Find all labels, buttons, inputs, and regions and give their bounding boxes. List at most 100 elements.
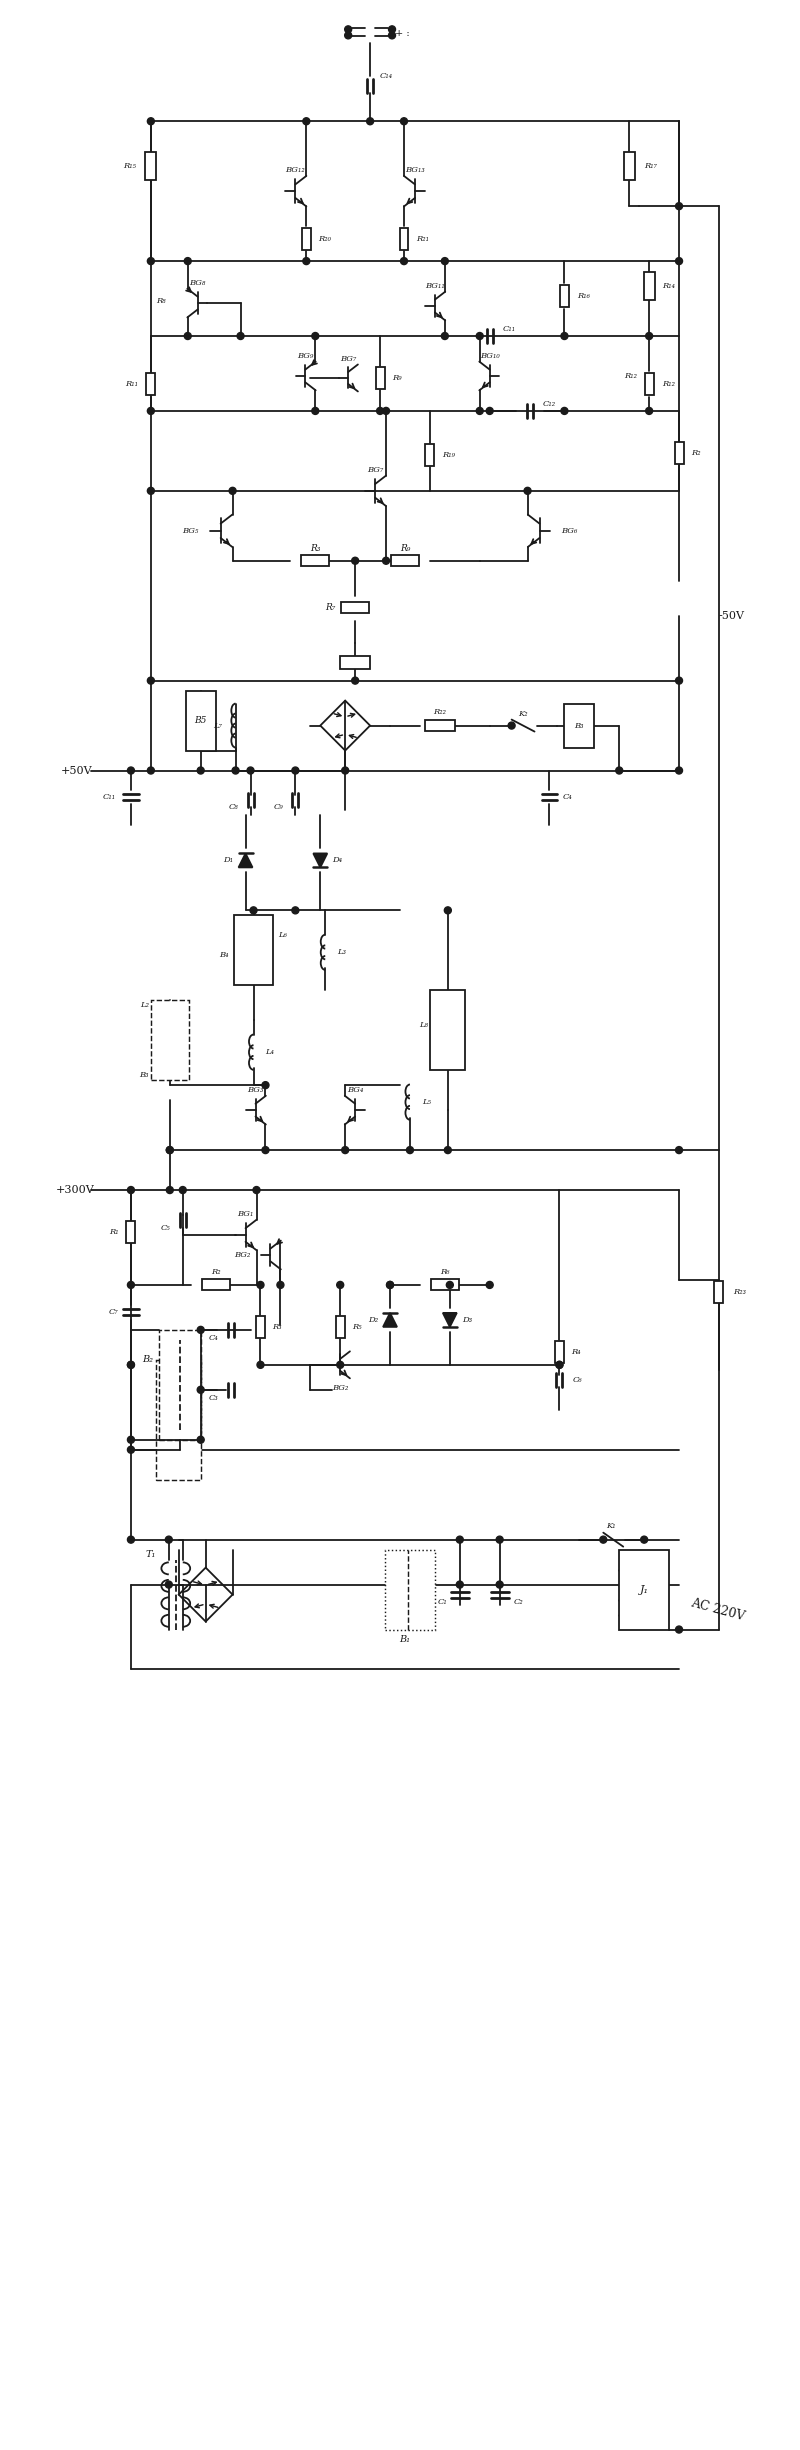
Text: BG₃: BG₃: [247, 1085, 264, 1095]
Text: D₂: D₂: [368, 1316, 378, 1323]
Circle shape: [401, 257, 407, 265]
Text: R₇: R₇: [325, 603, 335, 612]
Text: BG₈: BG₈: [190, 279, 206, 287]
Text: B₁: B₁: [399, 1634, 410, 1644]
Circle shape: [250, 906, 257, 914]
Text: R₅: R₅: [352, 1323, 362, 1330]
Circle shape: [675, 1627, 682, 1634]
Text: R₃: R₃: [310, 544, 321, 554]
Circle shape: [147, 488, 154, 495]
Text: D₁: D₁: [223, 858, 234, 865]
Text: R₁: R₁: [110, 1227, 119, 1235]
Text: BG₂: BG₂: [234, 1252, 250, 1259]
Circle shape: [198, 1436, 204, 1443]
Circle shape: [561, 407, 568, 414]
Text: C₉: C₉: [274, 804, 283, 811]
Circle shape: [247, 767, 254, 774]
Circle shape: [127, 1446, 134, 1453]
Bar: [624, 152, 634, 181]
Text: C₁₁: C₁₁: [502, 326, 516, 333]
Text: R₉: R₉: [392, 375, 402, 382]
Text: C₁: C₁: [438, 1597, 448, 1605]
Text: L₃: L₃: [338, 948, 346, 956]
Circle shape: [166, 1580, 172, 1588]
Circle shape: [342, 767, 349, 774]
Circle shape: [456, 1536, 463, 1544]
Circle shape: [646, 407, 653, 414]
Circle shape: [382, 407, 390, 414]
Text: B5: B5: [194, 715, 207, 725]
Text: R₁₄: R₁₄: [662, 282, 675, 289]
Circle shape: [345, 27, 352, 32]
Text: C₁₁: C₁₁: [103, 794, 116, 801]
Circle shape: [312, 333, 318, 341]
Circle shape: [442, 333, 448, 341]
Circle shape: [312, 407, 318, 414]
Circle shape: [127, 1362, 134, 1370]
Circle shape: [229, 488, 236, 495]
Circle shape: [366, 118, 374, 125]
Bar: [644, 272, 654, 299]
Circle shape: [337, 1281, 344, 1289]
Text: B₂: B₂: [142, 1355, 153, 1365]
Text: T₁: T₁: [146, 1551, 156, 1558]
Bar: [619, 1551, 669, 1629]
Circle shape: [277, 1281, 284, 1289]
Text: C₁₄: C₁₄: [380, 74, 393, 81]
Text: BG₄: BG₄: [347, 1085, 363, 1095]
Circle shape: [198, 767, 204, 774]
Circle shape: [386, 1281, 394, 1289]
Circle shape: [342, 1147, 349, 1154]
Text: L₇: L₇: [214, 723, 222, 730]
Bar: [146, 152, 156, 181]
Text: BG₆: BG₆: [562, 527, 578, 534]
Circle shape: [675, 203, 682, 211]
Text: R₉: R₉: [400, 544, 410, 554]
Polygon shape: [383, 1313, 397, 1328]
Text: B₄: B₄: [219, 951, 229, 960]
Circle shape: [257, 1281, 264, 1289]
Text: L₈: L₈: [419, 1022, 428, 1029]
Circle shape: [184, 257, 191, 265]
Text: BG₅: BG₅: [182, 527, 198, 534]
Text: BG₁₂: BG₁₂: [286, 167, 306, 174]
Circle shape: [166, 1147, 174, 1154]
Text: L₂: L₂: [140, 1002, 149, 1009]
Circle shape: [444, 1147, 451, 1154]
Text: BG₁₃: BG₁₃: [405, 167, 425, 174]
Circle shape: [257, 1362, 264, 1370]
Circle shape: [486, 407, 493, 414]
Text: AC 220V: AC 220V: [689, 1595, 746, 1622]
Polygon shape: [238, 853, 253, 867]
Text: BG₁₀: BG₁₀: [480, 353, 499, 360]
Circle shape: [253, 1186, 260, 1193]
Text: L₅: L₅: [422, 1098, 431, 1105]
Text: L₆: L₆: [278, 931, 287, 938]
Circle shape: [303, 257, 310, 265]
Circle shape: [262, 1080, 269, 1088]
Bar: [714, 1281, 723, 1303]
Circle shape: [456, 1580, 463, 1588]
Text: C₁₂: C₁₂: [542, 399, 556, 409]
Circle shape: [561, 333, 568, 341]
Bar: [151, 1000, 189, 1080]
Circle shape: [198, 1325, 204, 1333]
Text: C₆: C₆: [572, 1377, 582, 1384]
Circle shape: [127, 1362, 134, 1370]
Bar: [234, 916, 274, 985]
Circle shape: [127, 1281, 134, 1289]
Text: C₅: C₅: [161, 1225, 170, 1232]
Circle shape: [147, 407, 154, 414]
Text: R₂₂: R₂₂: [434, 708, 446, 715]
Circle shape: [444, 906, 451, 914]
Text: BG₇: BG₇: [367, 466, 383, 473]
Bar: [674, 441, 683, 463]
Circle shape: [292, 906, 299, 914]
Text: D₄: D₄: [332, 858, 342, 865]
Bar: [202, 1279, 230, 1291]
Circle shape: [641, 1536, 648, 1544]
Text: B₃: B₃: [139, 1071, 149, 1078]
Circle shape: [406, 1147, 414, 1154]
Text: R₆: R₆: [440, 1269, 450, 1276]
Text: C₄: C₄: [562, 794, 572, 801]
